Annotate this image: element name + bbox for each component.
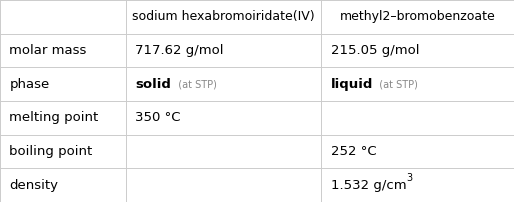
Text: (at STP): (at STP) (172, 79, 217, 89)
Text: 215.05 g/mol: 215.05 g/mol (331, 44, 419, 57)
Text: 717.62 g/mol: 717.62 g/mol (135, 44, 224, 57)
Text: (at STP): (at STP) (373, 79, 417, 89)
Text: molar mass: molar mass (9, 44, 87, 57)
Text: melting point: melting point (9, 111, 99, 124)
Text: liquid: liquid (331, 78, 373, 91)
Text: phase: phase (9, 78, 49, 91)
Text: solid: solid (135, 78, 171, 91)
Text: density: density (9, 179, 58, 192)
Text: 1.532 g/cm: 1.532 g/cm (331, 179, 406, 192)
Text: 3: 3 (407, 173, 413, 183)
Text: sodium hexabromoiridate(IV): sodium hexabromoiridate(IV) (132, 10, 315, 23)
Text: boiling point: boiling point (9, 145, 93, 158)
Text: methyl2–bromobenzoate: methyl2–bromobenzoate (340, 10, 495, 23)
Text: 252 °C: 252 °C (331, 145, 376, 158)
Text: 350 °C: 350 °C (135, 111, 181, 124)
